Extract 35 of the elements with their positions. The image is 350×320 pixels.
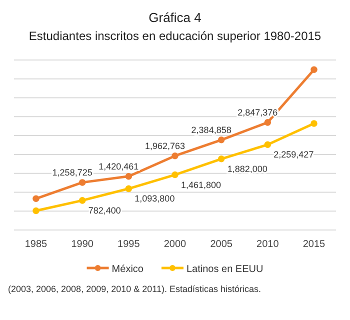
x-tick-label: 1985 [24, 239, 48, 250]
x-tick-label: 2015 [302, 239, 326, 250]
point [172, 171, 178, 178]
data-label: 1,258,725 [52, 167, 92, 178]
data-label: 1,882,000 [227, 164, 268, 174]
text: (2003, 2006, 2008, 2009, 2010 & 2011). Estadísticas históricas. [8, 284, 261, 294]
data-label: 2,259,427 [274, 150, 314, 160]
x-tick-label: 2000 [164, 239, 187, 250]
point [264, 119, 272, 126]
data-label: 1,420,461 [98, 161, 139, 172]
point [32, 195, 40, 202]
legend-label: Latinos en EEUU [186, 264, 264, 275]
data-label: 1,962,763 [144, 140, 186, 151]
point [218, 136, 225, 144]
point [125, 172, 132, 180]
data-label: 782,400 [88, 205, 121, 216]
point [78, 197, 86, 204]
data-label: 1,461,800 [181, 180, 222, 190]
point [264, 141, 272, 148]
point [78, 179, 86, 186]
legend-label: México [112, 264, 144, 275]
chart-title: Gráfica 4 [148, 10, 202, 25]
point [125, 185, 132, 192]
point [218, 156, 225, 162]
point [310, 120, 318, 127]
x-tick-label: 2005 [210, 239, 233, 250]
data-label: 2,384,858 [191, 124, 232, 135]
point [172, 152, 178, 160]
point [32, 207, 40, 214]
point [310, 66, 318, 74]
x-tick-label: 2010 [256, 239, 280, 250]
chart-subtitle: Estudiantes inscritos en educación superior 1980-2015 [28, 29, 322, 43]
x-tick-label: 1990 [71, 239, 94, 250]
data-label: 1,093,800 [134, 194, 175, 204]
x-tick-label: 1995 [118, 239, 140, 250]
